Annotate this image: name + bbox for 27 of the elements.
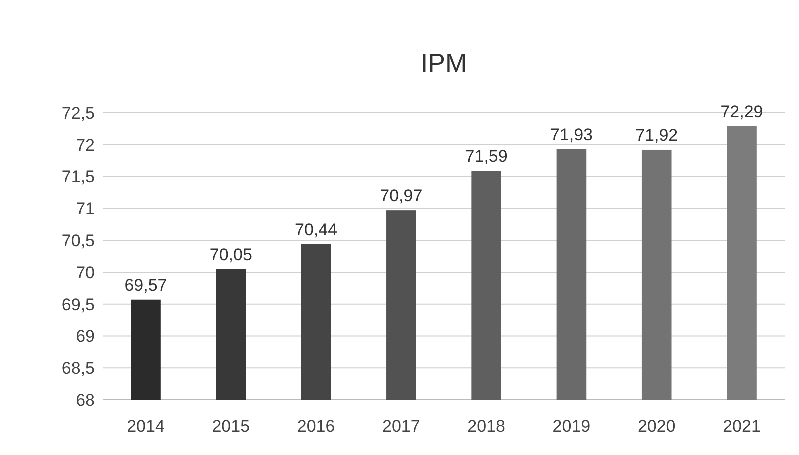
x-tick-label: 2020 (638, 417, 676, 436)
x-tick-label: 2015 (212, 417, 250, 436)
data-label: 72,29 (720, 102, 764, 122)
x-tick-label: 2018 (468, 417, 506, 436)
y-tick-label: 71 (76, 200, 95, 219)
data-label: 71,92 (636, 126, 678, 145)
y-tick-label: 68,5 (62, 359, 95, 378)
data-label: 71,59 (465, 147, 508, 166)
x-tick-label: 2014 (127, 417, 165, 436)
data-label: 69,57 (124, 276, 168, 295)
x-tick-label: 2016 (297, 417, 336, 436)
y-tick-label: 68 (76, 390, 95, 410)
data-label: 70,05 (210, 245, 252, 264)
chart-title: IPM (420, 48, 468, 78)
x-tick-label: 2019 (552, 417, 591, 436)
y-tick-label: 69,5 (62, 295, 95, 314)
y-tick-label: 69 (76, 327, 95, 346)
x-tick-label: 2017 (382, 417, 420, 436)
y-tick-label: 72 (76, 136, 95, 155)
y-tick-label: 70 (76, 263, 95, 282)
y-tick-label: 72,5 (62, 104, 95, 123)
y-tick-label: 71,5 (62, 168, 95, 187)
data-label: 70,44 (295, 220, 338, 240)
data-label: 70,97 (380, 186, 423, 206)
y-tick-label: 70,5 (62, 232, 95, 251)
data-label: 71,93 (550, 125, 593, 144)
x-tick-label: 2021 (723, 417, 761, 436)
